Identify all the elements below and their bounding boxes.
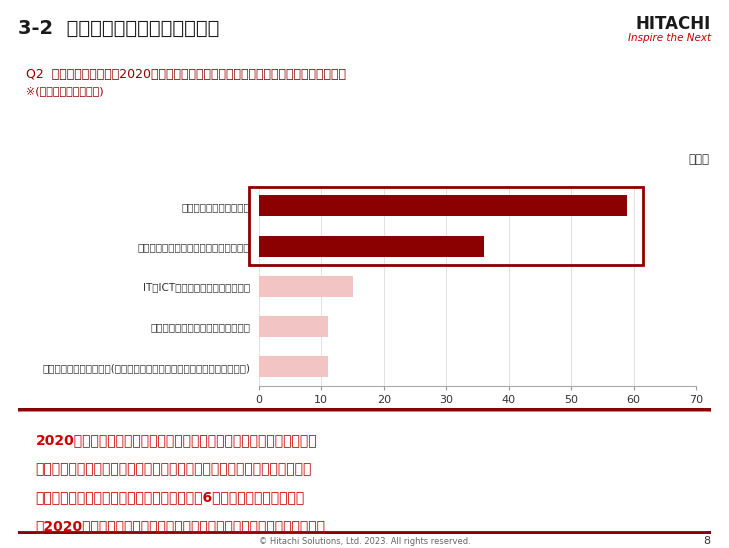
Text: ※(お答えはいくつでも): ※(お答えはいくつでも) bbox=[26, 86, 103, 96]
Text: © Hitachi Solutions, Ltd. 2023. All rights reserved.: © Hitachi Solutions, Ltd. 2023. All righ… bbox=[259, 537, 470, 546]
Text: HITACHI: HITACHI bbox=[636, 15, 711, 33]
Text: （人）: （人） bbox=[688, 153, 709, 167]
Bar bbox=[259, 236, 484, 256]
Bar bbox=[259, 196, 628, 216]
Bar bbox=[259, 356, 327, 377]
Text: 8: 8 bbox=[703, 536, 711, 546]
Text: ライン会議が増える結果となったのは全体の6割近くにのぼりました。: ライン会議が増える結果となったのは全体の6割近くにのぼりました。 bbox=[36, 490, 305, 504]
Text: 2020年のコロナ禍以降の働き方の変化として「オンライン会議が増え: 2020年のコロナ禍以降の働き方の変化として「オンライン会議が増え bbox=[36, 433, 317, 448]
Text: た」、「在宅勤務制度が推進されるようになった」との回答が多く、オン: た」、「在宅勤務制度が推進されるようになった」との回答が多く、オン bbox=[36, 463, 312, 476]
FancyBboxPatch shape bbox=[8, 409, 720, 533]
Bar bbox=[249, 186, 643, 265]
Text: 3-2  コロナ禍以降の働き方の変化: 3-2 コロナ禍以降の働き方の変化 bbox=[18, 19, 219, 38]
Text: 2020年以降、会議のコミュニケーションは変化したと言えそうです。: 2020年以降、会議のコミュニケーションは変化したと言えそうです。 bbox=[36, 519, 326, 533]
Text: Q2  あなたの会社では、2020年のコロナ禍以降、働き方はどのように変わりましたか。: Q2 あなたの会社では、2020年のコロナ禍以降、働き方はどのように変わりました… bbox=[26, 68, 346, 82]
Bar bbox=[259, 316, 327, 337]
Bar bbox=[259, 276, 353, 297]
Text: ※特にない33  除く: ※特にない33 除く bbox=[75, 426, 141, 436]
Text: Inspire the Next: Inspire the Next bbox=[628, 33, 711, 43]
